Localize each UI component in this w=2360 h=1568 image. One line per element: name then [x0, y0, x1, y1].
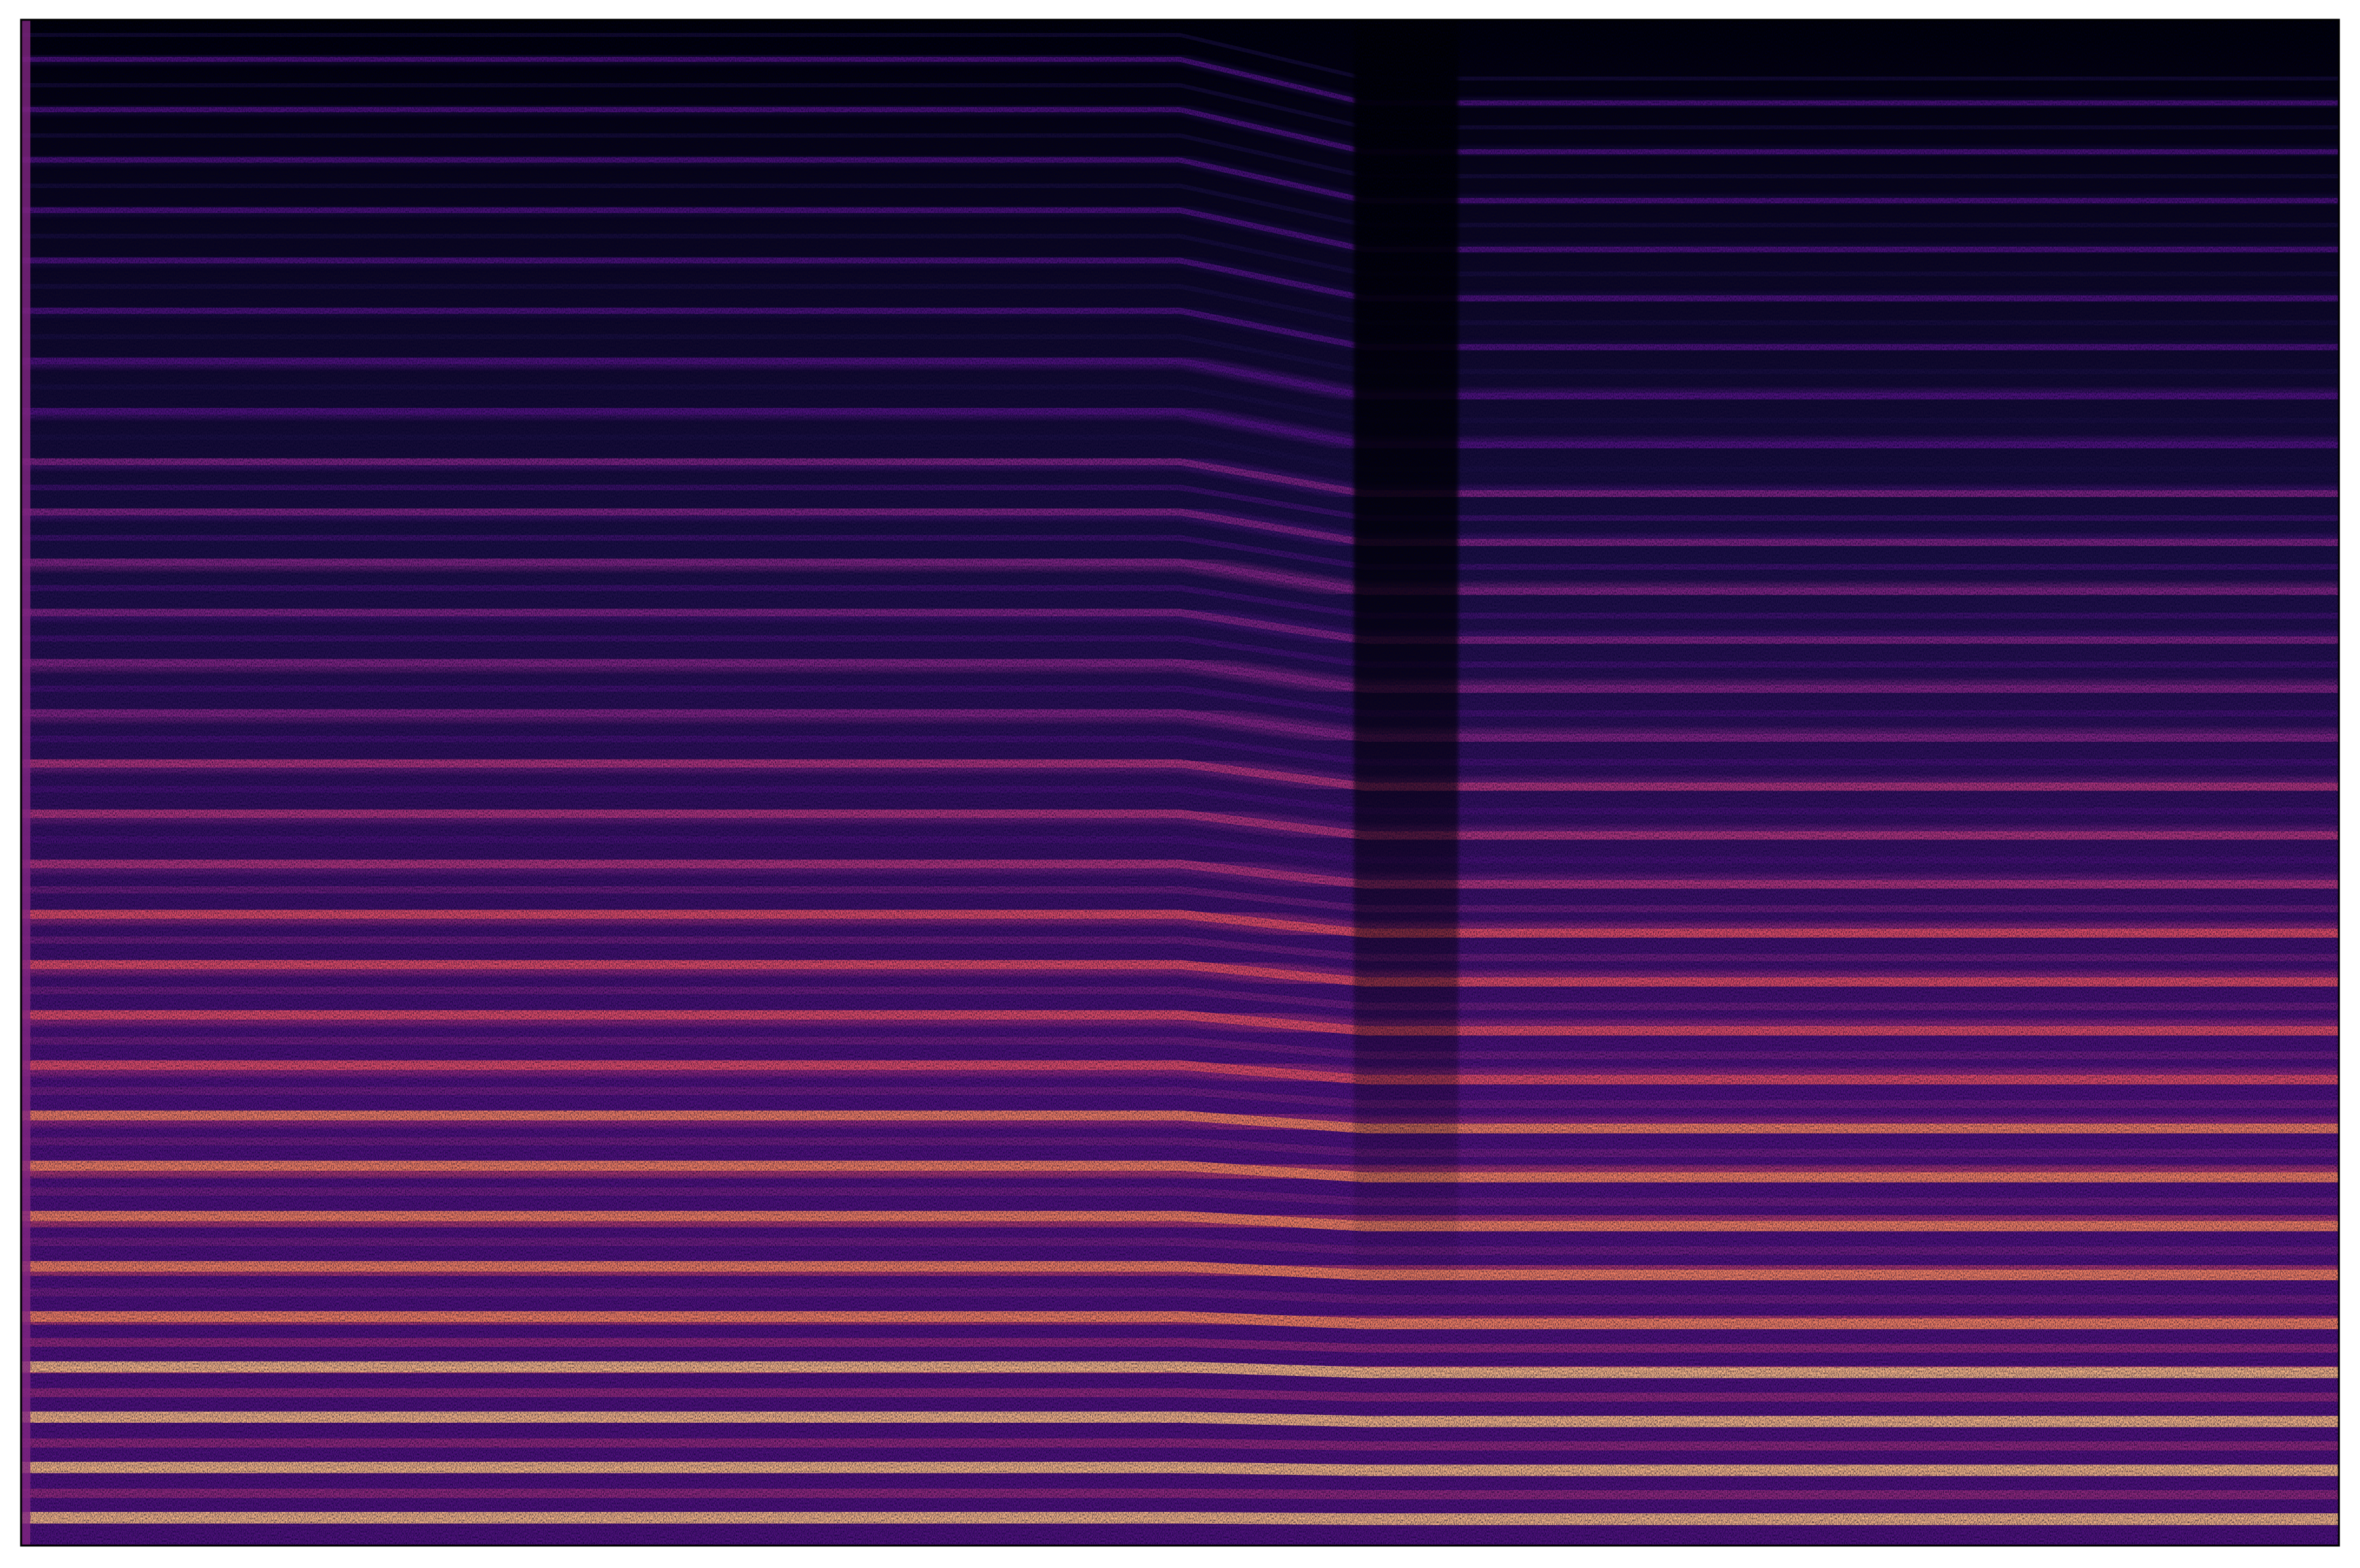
plot-area	[21, 20, 2339, 1546]
edge-column	[21, 20, 30, 1546]
grain	[21, 20, 2339, 1546]
plot-frame	[20, 18, 2340, 1547]
